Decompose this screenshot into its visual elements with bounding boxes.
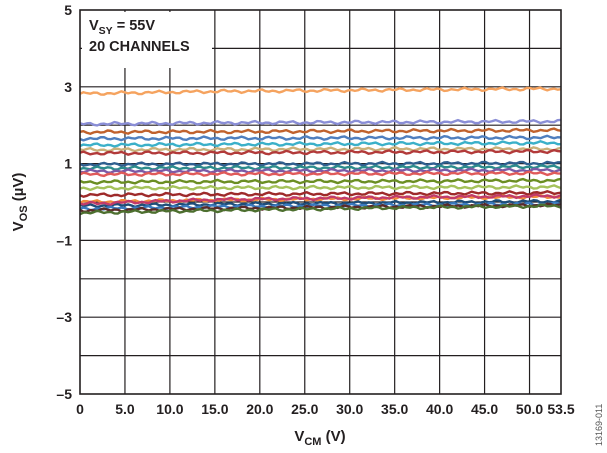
series-line bbox=[79, 190, 562, 198]
y-axis-label-unit: (µV) bbox=[10, 173, 27, 206]
x-tick-label: 45.0 bbox=[471, 401, 498, 417]
series-line bbox=[79, 146, 562, 153]
series-line bbox=[79, 177, 562, 185]
series-line bbox=[79, 203, 562, 216]
x-tick-label: 50.0 bbox=[516, 401, 543, 417]
x-axis-label-main: V bbox=[294, 428, 304, 445]
y-tick-label: 1 bbox=[64, 156, 72, 172]
series-line bbox=[79, 164, 562, 171]
series-line bbox=[79, 193, 562, 206]
series-line bbox=[79, 160, 562, 167]
y-tick-label: 3 bbox=[64, 79, 72, 95]
y-axis-label-main: V bbox=[10, 221, 27, 231]
y-tick-label: –1 bbox=[56, 232, 72, 248]
annotation-line1-rest: = 55V bbox=[113, 18, 156, 34]
series-line bbox=[79, 86, 562, 96]
series-line bbox=[79, 167, 562, 174]
x-tick-labels: 0 5.0 10.0 15.0 20.0 25.0 30.0 35.0 40.0 45.0 50.0… bbox=[76, 401, 575, 417]
x-tick-label: 25.0 bbox=[291, 401, 318, 417]
x-tick-label: 20.0 bbox=[246, 401, 273, 417]
x-axis-label-unit: (V) bbox=[321, 428, 345, 445]
x-tick-label: 0 bbox=[76, 401, 84, 417]
annotation-line1: VSY = 55V bbox=[89, 18, 155, 37]
x-tick-label: 30.0 bbox=[336, 401, 363, 417]
x-tick-label: 15.0 bbox=[201, 401, 228, 417]
annotation-background bbox=[82, 12, 212, 68]
series-line bbox=[79, 184, 562, 192]
y-axis-label: VOS (µV) bbox=[10, 173, 30, 232]
x-axis-label: VCM (V) bbox=[294, 428, 345, 448]
series-line bbox=[79, 127, 562, 135]
y-axis-label-sub: OS bbox=[18, 205, 30, 221]
annotation-line2: 20 CHANNELS bbox=[89, 39, 190, 55]
series-line bbox=[79, 170, 562, 178]
plot-frame bbox=[79, 9, 562, 395]
annotation-line1-main: V bbox=[89, 18, 99, 34]
figure-code: 13169-011 bbox=[594, 404, 604, 446]
y-tick-label: –5 bbox=[56, 386, 72, 402]
series-layer bbox=[79, 86, 562, 216]
series-line bbox=[79, 148, 562, 156]
y-tick-labels: –5 –3 –1 1 3 5 bbox=[56, 2, 72, 402]
x-tick-label: 5.0 bbox=[115, 401, 135, 417]
y-tick-label: 5 bbox=[64, 2, 72, 18]
x-axis-label-sub: CM bbox=[304, 436, 321, 448]
series-line bbox=[79, 118, 562, 127]
series-line bbox=[79, 134, 562, 142]
x-tick-label: 53.5 bbox=[547, 401, 574, 417]
series-line bbox=[79, 198, 562, 209]
y-tick-label: –3 bbox=[56, 309, 72, 325]
x-tick-label: 40.0 bbox=[426, 401, 453, 417]
annotation-line1-sub: SY bbox=[99, 25, 113, 37]
x-tick-label: 10.0 bbox=[156, 401, 183, 417]
x-tick-label: 35.0 bbox=[381, 401, 408, 417]
series-line bbox=[79, 140, 562, 148]
